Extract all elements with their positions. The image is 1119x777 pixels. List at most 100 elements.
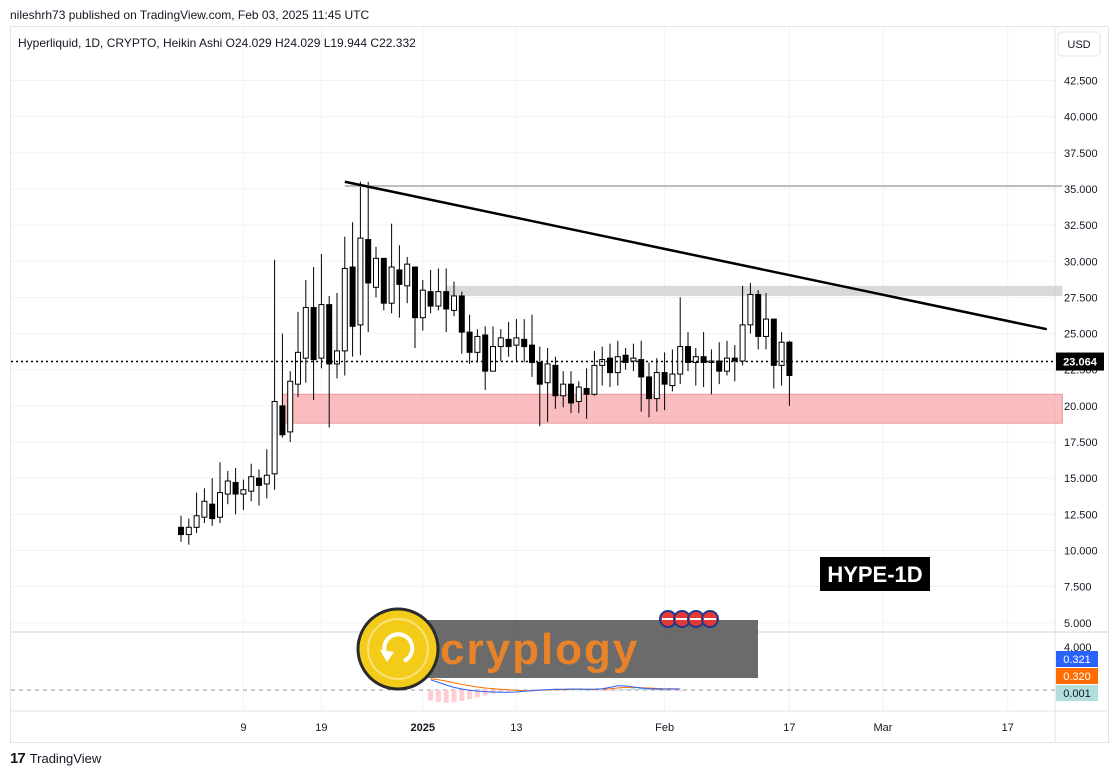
candle[interactable] [295, 311, 301, 398]
candle[interactable] [443, 268, 450, 333]
candle-body [474, 335, 481, 353]
candle[interactable] [240, 479, 247, 510]
candle-body [193, 515, 200, 528]
candle[interactable] [536, 346, 543, 427]
candle[interactable] [466, 314, 473, 364]
chart-frame[interactable] [10, 26, 1109, 743]
candle[interactable] [263, 449, 270, 499]
candle[interactable] [412, 266, 418, 349]
candle[interactable] [638, 340, 645, 412]
candle[interactable] [786, 340, 793, 406]
candle[interactable] [201, 488, 208, 523]
candle[interactable] [692, 348, 699, 386]
candle[interactable] [552, 356, 559, 409]
candle[interactable] [669, 349, 676, 392]
candle[interactable] [544, 348, 551, 422]
candle[interactable] [513, 319, 520, 362]
candle[interactable] [380, 257, 387, 311]
candle[interactable] [302, 280, 309, 383]
candle[interactable] [334, 293, 340, 379]
candle[interactable] [529, 314, 535, 377]
candle[interactable] [388, 223, 395, 314]
price-tick-label: 7.500 [1064, 582, 1092, 594]
candle[interactable] [708, 349, 715, 395]
candle[interactable] [630, 343, 637, 372]
candle[interactable] [505, 321, 512, 357]
candle[interactable] [731, 345, 738, 382]
candle[interactable] [365, 181, 372, 333]
candle[interactable] [497, 329, 504, 362]
candle[interactable] [209, 478, 216, 526]
candle[interactable] [770, 318, 777, 389]
candle[interactable] [451, 281, 457, 317]
candle[interactable] [763, 293, 769, 350]
candle[interactable] [318, 254, 325, 369]
descending-trendline[interactable] [344, 180, 1048, 331]
candle[interactable] [575, 381, 582, 414]
candle[interactable] [185, 518, 192, 545]
candle[interactable] [677, 297, 684, 385]
candle[interactable] [224, 470, 231, 505]
candle-body [209, 503, 216, 520]
candle[interactable] [396, 245, 403, 318]
candle[interactable] [653, 358, 660, 412]
currency-button[interactable]: USD [1057, 31, 1101, 57]
candle[interactable] [607, 343, 613, 388]
footer-brand[interactable]: 17 TradingView [10, 750, 101, 767]
candle[interactable] [521, 319, 528, 363]
candle[interactable] [373, 246, 379, 298]
candle[interactable] [747, 282, 754, 334]
candle[interactable] [599, 346, 606, 386]
candle[interactable] [716, 342, 723, 385]
candle[interactable] [646, 362, 652, 418]
candle[interactable] [419, 280, 426, 331]
candle[interactable] [326, 295, 333, 428]
candle[interactable] [685, 332, 691, 372]
price-tick-label: 30.000 [1064, 256, 1098, 268]
candle[interactable] [427, 269, 434, 314]
macd-hist-bar [451, 690, 457, 703]
candle[interactable] [178, 515, 184, 542]
logo-arrow-icon [380, 650, 394, 662]
publisher-line: nileshrh73 published on TradingView.com,… [10, 8, 370, 22]
candle[interactable] [560, 371, 567, 408]
candle[interactable] [341, 236, 348, 376]
candle[interactable] [661, 352, 668, 411]
candle[interactable] [755, 290, 762, 350]
macd-hist-bar [669, 690, 675, 691]
candle[interactable] [614, 340, 621, 386]
candle[interactable] [310, 267, 317, 401]
chart-canvas[interactable]: 5.000 7.500 10.000 12.500 15.000 17.500 20.000… [0, 0, 1119, 745]
candle[interactable] [271, 259, 278, 490]
candle-body [334, 350, 340, 365]
candle[interactable] [474, 329, 481, 363]
candle[interactable] [700, 332, 707, 388]
candle-body [677, 346, 684, 375]
candle[interactable] [357, 181, 364, 356]
candle[interactable] [256, 469, 262, 506]
candle[interactable] [279, 333, 286, 438]
candle[interactable] [482, 326, 489, 390]
candle[interactable] [458, 291, 465, 354]
candle[interactable] [724, 340, 730, 376]
candle[interactable] [568, 371, 574, 414]
candle[interactable] [404, 256, 411, 304]
legend-symbol[interactable]: Hyperliquid, 1D, CRYPTO, Heikin Ashi O24… [18, 36, 416, 50]
candle[interactable] [591, 350, 598, 396]
candle[interactable] [490, 326, 496, 372]
candle[interactable] [193, 492, 200, 534]
candle[interactable] [287, 371, 294, 442]
candle[interactable] [248, 463, 255, 502]
candle-body [747, 294, 754, 326]
candle[interactable] [583, 368, 590, 419]
currency-label[interactable]: USD [1067, 39, 1090, 51]
candle-body [217, 492, 223, 518]
candle[interactable] [778, 332, 785, 386]
candle[interactable] [622, 348, 629, 370]
candle-body [692, 356, 699, 363]
candle[interactable] [435, 268, 442, 311]
candle[interactable] [349, 222, 356, 357]
candle[interactable] [217, 462, 223, 523]
candle[interactable] [232, 468, 239, 515]
